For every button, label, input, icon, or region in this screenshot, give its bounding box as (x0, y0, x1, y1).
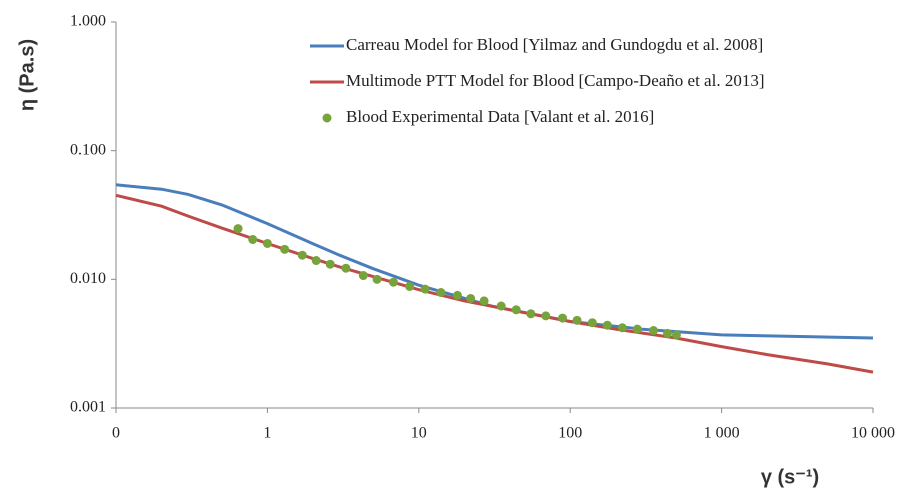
data-point (297, 250, 307, 260)
y-tick-label: 0.100 (70, 141, 106, 158)
data-point (358, 271, 368, 281)
x-tick-label: 1 (263, 425, 271, 442)
y-tick-label: 0.010 (70, 270, 106, 287)
legend-marker (322, 113, 332, 123)
data-point (325, 259, 335, 269)
y-tick-label: 1.000 (70, 13, 106, 30)
legend-label: Carreau Model for Blood [Yilmaz and Gund… (346, 35, 763, 54)
data-point (466, 293, 476, 303)
data-point (420, 284, 430, 294)
y-tick-label: 0.001 (70, 399, 106, 416)
data-point (388, 277, 398, 287)
data-point (372, 274, 382, 284)
x-tick-label: 0 (112, 425, 120, 442)
data-point (587, 318, 597, 328)
x-tick-label: 10 000 (851, 425, 895, 442)
data-point (617, 323, 627, 333)
data-point (511, 305, 521, 315)
data-point (280, 244, 290, 254)
data-point (632, 324, 642, 334)
data-point (341, 263, 351, 273)
data-point (541, 311, 551, 321)
y-axis-label: η (Pa.s) (16, 39, 38, 111)
series-line (115, 193, 874, 374)
legend-label: Multimode PTT Model for Blood [Campo-Dea… (346, 71, 764, 90)
x-tick-label: 100 (558, 425, 582, 442)
data-point (558, 313, 568, 323)
data-point (479, 296, 489, 306)
data-point (649, 326, 659, 336)
data-point (662, 328, 672, 338)
data-point (496, 301, 506, 311)
data-point (233, 224, 243, 234)
data-point (262, 238, 272, 248)
data-point (572, 315, 582, 325)
data-point (436, 288, 446, 298)
x-tick-label: 10 (411, 425, 427, 442)
data-point (671, 330, 681, 340)
data-point (452, 290, 462, 300)
data-point (602, 320, 612, 330)
data-point (526, 309, 536, 319)
x-tick-label: 1 000 (704, 425, 740, 442)
data-point (248, 234, 258, 244)
series-line (115, 183, 874, 340)
data-point (311, 256, 321, 266)
x-axis-label: γ (s⁻¹) (761, 466, 819, 488)
data-point (405, 281, 415, 291)
legend-label: Blood Experimental Data [Valant et al. 2… (346, 107, 654, 126)
